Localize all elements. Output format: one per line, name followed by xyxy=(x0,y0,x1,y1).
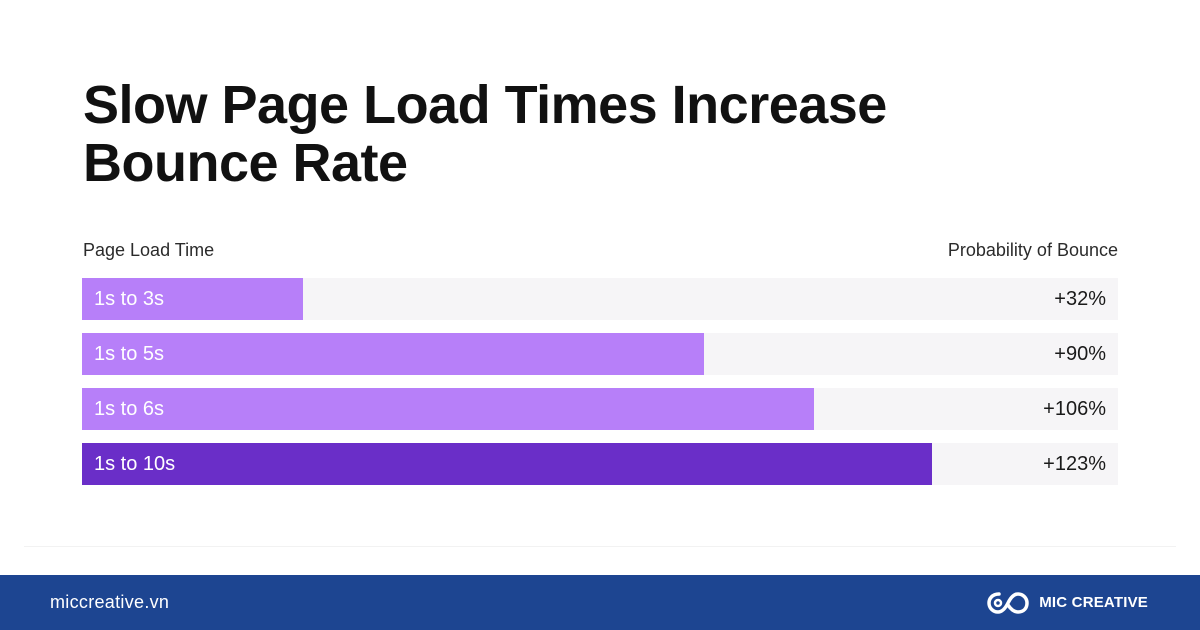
bar-row: 1s to 3s +32% xyxy=(82,278,1118,320)
bar-category-label: 1s to 10s xyxy=(94,453,176,475)
chart-title: Slow Page Load Times Increase Bounce Rat… xyxy=(83,76,983,192)
bar xyxy=(82,388,814,430)
footer: miccreative.vn MIC CREATIVE xyxy=(0,575,1200,630)
bar-row: 1s to 6s +106% xyxy=(82,388,1118,430)
brand-name: MIC CREATIVE xyxy=(1039,594,1148,611)
divider xyxy=(24,546,1176,547)
footer-brand: MIC CREATIVE xyxy=(987,575,1148,630)
bar-value-label: +90% xyxy=(1054,343,1106,365)
bar xyxy=(82,443,932,485)
bar-row: 1s to 10s +123% xyxy=(82,443,1118,485)
column-headers: Page Load Time Probability of Bounce xyxy=(83,240,1118,264)
infinity-logo-icon xyxy=(987,591,1029,614)
chart-title-line-2: Bounce Rate xyxy=(83,133,408,193)
bar-row: 1s to 5s +90% xyxy=(82,333,1118,375)
category-column-header: Page Load Time xyxy=(83,240,215,260)
bar-chart: 1s to 3s +32% 1s to 5s +90% 1s to 6s +106% 1s … xyxy=(82,278,1118,498)
bar-category-label: 1s to 5s xyxy=(94,343,165,365)
footer-website-link[interactable]: miccreative.vn xyxy=(50,592,170,612)
bar xyxy=(82,278,303,320)
bar-category-label: 1s to 6s xyxy=(94,398,165,420)
bar-value-label: +32% xyxy=(1054,288,1106,310)
bar-value-label: +106% xyxy=(1043,398,1106,420)
bar xyxy=(82,333,704,375)
bar-value-label: +123% xyxy=(1043,453,1106,475)
chart-title-line-1: Slow Page Load Times Increase xyxy=(83,75,887,135)
bar-category-label: 1s to 3s xyxy=(94,288,165,310)
value-column-header: Probability of Bounce xyxy=(947,240,1118,260)
